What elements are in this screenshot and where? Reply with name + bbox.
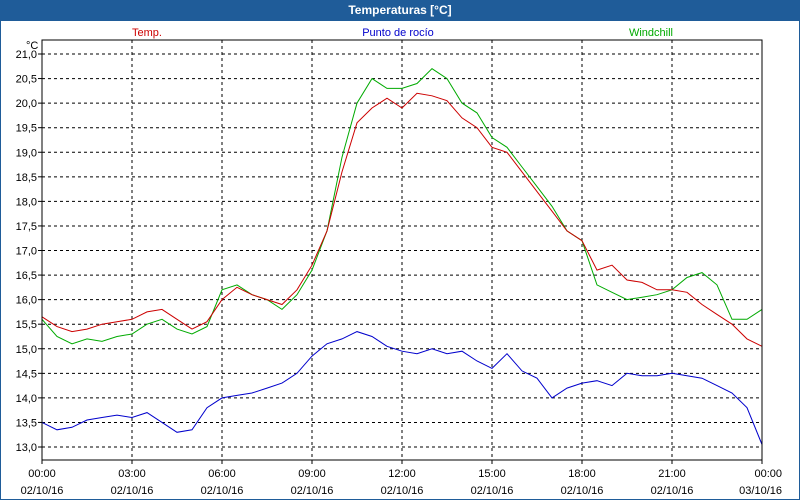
y-tick-label: 17,5 (16, 221, 37, 233)
y-tick-label: 15,0 (16, 344, 37, 356)
x-tick-date: 02/10/16 (201, 485, 244, 497)
grid-lines (42, 40, 762, 460)
y-tick-label: 19,5 (16, 123, 37, 135)
x-tick-date: 02/10/16 (291, 485, 334, 497)
y-tick-label: 14,5 (16, 368, 37, 380)
x-tick-time: 06:00 (208, 468, 236, 480)
x-tick-time: 12:00 (388, 468, 416, 480)
y-axis-ticks: 21,0 20,5 20,0 19,5 19,0 18,5 18,0 17,5 17,0 16,5… (16, 49, 42, 454)
x-tick-time: 15:00 (478, 468, 506, 480)
y-axis-label: °C (26, 40, 38, 52)
x-tick-date: 02/10/16 (471, 485, 514, 497)
x-tick-date: 02/10/16 (21, 485, 64, 497)
y-tick-label: 20,5 (16, 74, 37, 86)
x-tick-date: 02/10/16 (651, 485, 694, 497)
legend-temp: Temp. (132, 27, 162, 39)
y-tick-label: 18,0 (16, 196, 37, 208)
y-tick-label: 21,0 (16, 49, 37, 61)
legend-dew-point: Punto de rocío (362, 27, 434, 39)
y-tick-label: 16,5 (16, 270, 37, 282)
y-tick-label: 20,0 (16, 98, 37, 110)
legend-windchill: Windchill (629, 27, 673, 39)
y-tick-label: 13,0 (16, 442, 37, 454)
x-tick-time: 21:00 (658, 468, 686, 480)
x-tick-date: 02/10/16 (561, 485, 604, 497)
x-axis-ticks: 00:00 02/10/16 03:00 02/10/16 06:00 02/10/16 0… (21, 460, 782, 497)
x-tick-time: 09:00 (298, 468, 326, 480)
series-line-dew-point (41, 331, 763, 445)
y-tick-label: 14,0 (16, 393, 37, 405)
title-bar: Temperaturas [°C] (0, 0, 800, 20)
x-tick-time: 03:00 (118, 468, 146, 480)
y-tick-label: 19,0 (16, 147, 37, 159)
x-tick-date: 03/10/16 (739, 485, 782, 497)
y-tick-label: 13,5 (16, 417, 37, 429)
chart-title: Temperaturas [°C] (348, 3, 452, 17)
y-tick-label: 15,5 (16, 319, 37, 331)
y-tick-label: 17,0 (16, 246, 37, 258)
series-lines (41, 68, 763, 445)
y-tick-label: 18,5 (16, 172, 37, 184)
x-tick-time: 00:00 (28, 468, 56, 480)
x-tick-time: 00:00 (754, 468, 782, 480)
series-line-temp (41, 92, 763, 347)
x-tick-date: 02/10/16 (381, 485, 424, 497)
x-tick-date: 02/10/16 (111, 485, 154, 497)
plot-area (41, 39, 763, 461)
x-tick-time: 18:00 (568, 468, 596, 480)
y-tick-label: 16,0 (16, 295, 37, 307)
series-line-windchill (41, 68, 763, 345)
